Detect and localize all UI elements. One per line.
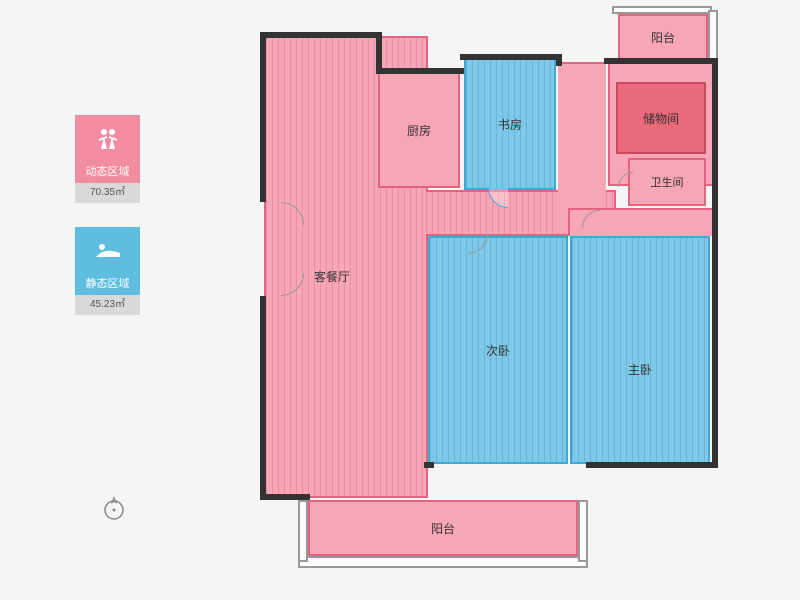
wall (260, 494, 310, 500)
wall (604, 58, 718, 64)
balcony-rail (578, 500, 588, 562)
room-kitchen-label: 厨房 (407, 122, 431, 139)
legend-dynamic: 动态区域 70.35㎡ (75, 115, 140, 203)
room-master-bed: 主卧 (570, 236, 710, 464)
room-balcony-bottom: 阳台 (308, 500, 578, 556)
legend-dynamic-label: 动态区域 (75, 161, 140, 183)
legend-static-label: 静态区域 (75, 273, 140, 295)
wall (586, 462, 716, 468)
wall (460, 54, 560, 60)
wall (424, 462, 434, 468)
balcony-rail (298, 556, 588, 568)
wall (260, 296, 266, 500)
room-bath1: 卫生间 (628, 158, 706, 206)
wall (260, 32, 266, 202)
room-kitchen: 厨房 (378, 72, 460, 188)
room-master-bed-label: 主卧 (628, 361, 652, 378)
corridor-gap (558, 62, 606, 232)
wall (260, 32, 382, 38)
room-study: 书房 (464, 58, 556, 190)
legend: 动态区域 70.35㎡ 静态区域 45.23㎡ (75, 115, 140, 339)
room-study-label: 书房 (498, 116, 522, 133)
legend-static-value: 45.23㎡ (75, 295, 140, 315)
room-storage-label: 储物间 (643, 110, 679, 127)
room-second-bed: 次卧 (428, 236, 568, 464)
rest-icon (75, 227, 140, 273)
legend-static: 静态区域 45.23㎡ (75, 227, 140, 315)
room-balcony-top-label: 阳台 (651, 29, 675, 46)
balcony-rail (708, 10, 718, 60)
balcony-rail (612, 6, 712, 14)
room-living-label: 客餐厅 (314, 268, 350, 285)
room-balcony-top: 阳台 (618, 14, 708, 60)
room-second-bed-label: 次卧 (486, 342, 510, 359)
legend-dynamic-value: 70.35㎡ (75, 183, 140, 203)
room-bath1-label: 卫生间 (651, 174, 684, 190)
floorplan: 客餐厅 厨房 书房 阳台 储物间 卫生间 卫生间 次卧 主卧 阳台 (250, 14, 730, 584)
room-balcony-bottom-label: 阳台 (431, 520, 455, 537)
balcony-rail (298, 500, 308, 562)
wall (556, 54, 562, 66)
wall (712, 58, 718, 468)
compass-icon (100, 494, 128, 522)
people-icon (75, 115, 140, 161)
room-storage: 储物间 (616, 82, 706, 154)
wall (376, 68, 464, 74)
